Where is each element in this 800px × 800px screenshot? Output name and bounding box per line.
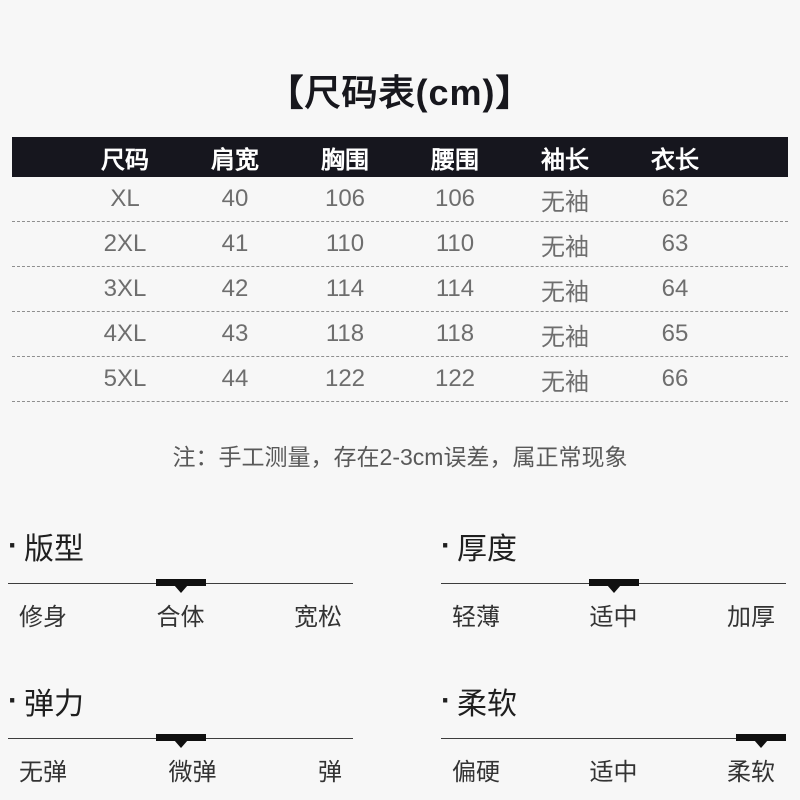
marker-arrow-icon: [606, 585, 621, 593]
scale-elasticity: · 弹力 无弹 微弹 弹: [8, 679, 353, 787]
table-cell: 无袖: [541, 188, 589, 216]
table-row: 5XL 44 122 122 无袖 66: [12, 357, 788, 402]
table-cell: 118: [435, 320, 475, 347]
page-title: 【尺码表(cm)】: [267, 72, 533, 113]
scale-fit-title: · 版型: [8, 524, 353, 568]
scale-option: 加厚: [727, 604, 775, 631]
attribute-scales: · 版型 修身 合体 宽松 · 厚度: [8, 524, 786, 787]
scale-options: 轻薄 适中 加厚: [441, 597, 786, 632]
scale-option: 合体: [156, 604, 205, 631]
table-cell: 106: [434, 185, 476, 212]
table-cell: 2XL: [103, 230, 147, 257]
table-cell: 41: [221, 230, 249, 257]
scale-label: 弹力: [24, 688, 84, 721]
marker-arrow-icon: [173, 585, 188, 593]
table-cell: 110: [325, 230, 365, 257]
scale-option: 偏硬: [452, 759, 500, 786]
table-cell: 114: [325, 275, 365, 302]
table-cell: 63: [661, 230, 689, 257]
scale-softness: · 柔软 偏硬 适中 柔软: [441, 679, 786, 787]
table-cell: 44: [221, 365, 249, 392]
marker-bar: [736, 734, 786, 741]
marker-bar: [155, 734, 206, 741]
table-cell: 122: [434, 365, 476, 392]
size-table: 尺码 肩宽 胸围 腰围 袖长 衣长 XL 40 106 106 无袖 62 2X…: [12, 137, 788, 402]
table-cell: 40: [221, 185, 249, 212]
scale-marker: [588, 579, 639, 593]
table-cell: XL: [110, 185, 140, 212]
marker-arrow-icon: [754, 740, 768, 748]
table-cell: 66: [661, 365, 689, 392]
scale-marker: [155, 734, 206, 748]
scale-marker: [736, 734, 786, 748]
bullet-dot: ·: [441, 684, 451, 717]
table-cell: 42: [221, 275, 249, 302]
table-row: 2XL 41 110 110 无袖 63: [12, 222, 788, 267]
table-cell: 62: [661, 185, 689, 212]
scale-option: 宽松: [294, 604, 342, 631]
bullet-dot: ·: [441, 529, 451, 562]
scale-thickness-title: · 厚度: [441, 524, 786, 568]
table-cell: 106: [324, 185, 366, 212]
table-row: 3XL 42 114 114 无袖 64: [12, 267, 788, 312]
table-cell: 114: [435, 275, 475, 302]
table-cell: 4XL: [103, 320, 147, 347]
table-cell: 3XL: [103, 275, 147, 302]
scale-track: [8, 734, 353, 748]
scale-label: 版型: [24, 533, 84, 566]
table-row: 4XL 43 118 118 无袖 65: [12, 312, 788, 357]
column-header-chest: 胸围: [321, 146, 369, 174]
scale-track: [8, 579, 353, 593]
scale-thickness: · 厚度 轻薄 适中 加厚: [441, 524, 786, 632]
scale-option: 轻薄: [452, 604, 500, 631]
table-cell: 无袖: [541, 368, 589, 396]
table-cell: 122: [324, 365, 366, 392]
column-header-length: 衣长: [651, 146, 699, 174]
table-cell: 118: [325, 320, 365, 347]
table-cell: 5XL: [103, 365, 147, 392]
marker-bar: [588, 579, 639, 586]
column-header-sleeve: 袖长: [541, 146, 589, 174]
table-cell: 64: [661, 275, 689, 302]
table-cell: 无袖: [541, 233, 589, 261]
table-cell: 无袖: [541, 323, 589, 351]
table-cell: 无袖: [541, 278, 589, 306]
scale-marker: [155, 579, 206, 593]
bullet-dot: ·: [8, 529, 18, 562]
scale-option: 无弹: [19, 759, 67, 786]
scale-option: 柔软: [727, 759, 775, 786]
scale-options: 偏硬 适中 柔软: [441, 752, 786, 787]
scale-option: 适中: [589, 604, 638, 631]
column-header-waist: 腰围: [431, 146, 479, 174]
scale-option: 弹: [318, 759, 342, 786]
scale-track: [441, 579, 786, 593]
scale-option: 微弹: [168, 759, 217, 786]
scale-options: 无弹 微弹 弹: [8, 752, 353, 787]
column-header-shoulder: 肩宽: [211, 146, 259, 174]
marker-arrow-icon: [173, 740, 188, 748]
measurement-note: 注：手工测量，存在2-3cm误差，属正常现象: [172, 444, 628, 470]
scale-options: 修身 合体 宽松: [8, 597, 353, 632]
scale-track: [441, 734, 786, 748]
scale-label: 厚度: [457, 533, 517, 566]
table-row: XL 40 106 106 无袖 62: [12, 177, 788, 222]
bullet-dot: ·: [8, 684, 18, 717]
size-table-header: 尺码 肩宽 胸围 腰围 袖长 衣长: [12, 137, 788, 177]
scale-label: 柔软: [457, 688, 517, 721]
scale-option: 适中: [589, 759, 638, 786]
table-cell: 65: [661, 320, 689, 347]
scale-option: 修身: [19, 604, 67, 631]
scale-softness-title: · 柔软: [441, 679, 786, 723]
table-cell: 43: [221, 320, 249, 347]
scale-elasticity-title: · 弹力: [8, 679, 353, 723]
table-cell: 110: [435, 230, 475, 257]
scale-fit: · 版型 修身 合体 宽松: [8, 524, 353, 632]
marker-bar: [155, 579, 206, 586]
column-header-size: 尺码: [101, 146, 149, 174]
